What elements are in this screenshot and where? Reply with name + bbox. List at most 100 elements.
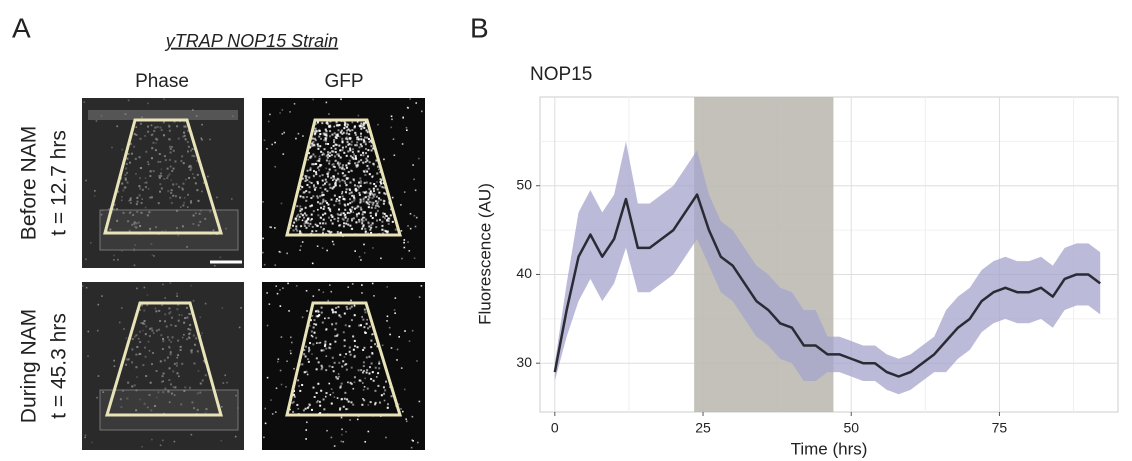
- speckle: [222, 382, 225, 384]
- speckle: [173, 394, 176, 396]
- speckle: [113, 259, 115, 261]
- speckle: [361, 227, 364, 230]
- speckle: [287, 282, 289, 285]
- speckle: [296, 403, 299, 406]
- speckle: [159, 360, 162, 363]
- speckle: [146, 303, 149, 306]
- speckle: [339, 213, 342, 216]
- speckle: [149, 196, 152, 199]
- speckle: [143, 322, 146, 325]
- speckle: [353, 314, 356, 317]
- speckle: [323, 139, 326, 142]
- speckle: [347, 128, 350, 131]
- speckle: [370, 226, 373, 229]
- speckle: [187, 193, 190, 196]
- speckle: [374, 389, 377, 392]
- speckle: [379, 178, 382, 181]
- speckle: [386, 406, 389, 409]
- speckle: [341, 192, 343, 195]
- speckle: [124, 113, 127, 115]
- speckle: [314, 139, 317, 142]
- speckle: [288, 310, 290, 312]
- speckle: [163, 98, 165, 100]
- speckle: [311, 353, 313, 355]
- speckle: [364, 191, 367, 194]
- speckle: [169, 383, 172, 386]
- speckle: [188, 332, 191, 335]
- speckle: [121, 250, 123, 252]
- speckle: [196, 408, 199, 411]
- speckle: [268, 303, 271, 305]
- speckle: [188, 177, 191, 180]
- speckle: [363, 326, 366, 329]
- speckle: [315, 171, 318, 174]
- speckle: [129, 161, 132, 164]
- speckle: [324, 200, 327, 203]
- speckle: [381, 224, 384, 227]
- speckle: [362, 161, 365, 164]
- speckle: [345, 430, 347, 433]
- speckle: [234, 435, 237, 438]
- speckle: [186, 338, 189, 341]
- speckle: [348, 346, 351, 349]
- speckle: [363, 122, 366, 125]
- speckle: [174, 386, 177, 389]
- speckle: [278, 250, 281, 253]
- speckle: [322, 291, 325, 294]
- speckle: [390, 347, 393, 349]
- speckle: [328, 382, 331, 385]
- speckle: [375, 226, 378, 229]
- speckle: [334, 182, 337, 185]
- speckle: [319, 341, 322, 344]
- speckle: [370, 211, 373, 214]
- speckle: [289, 336, 292, 339]
- speckle: [169, 351, 172, 354]
- speckle: [330, 402, 333, 405]
- speckle: [182, 182, 185, 185]
- speckle: [296, 215, 299, 218]
- speckle: [322, 227, 325, 230]
- speckle: [361, 213, 364, 216]
- speckle: [321, 194, 324, 197]
- speckle: [312, 343, 315, 346]
- speckle: [163, 359, 166, 362]
- speckle: [135, 222, 138, 225]
- speckle: [316, 224, 319, 227]
- speckle: [331, 133, 334, 136]
- speckle: [169, 138, 172, 141]
- speckle: [275, 387, 278, 390]
- speckle: [349, 147, 352, 150]
- speckle: [162, 283, 164, 286]
- speckle: [348, 133, 351, 136]
- speckle: [133, 384, 136, 387]
- speckle: [124, 177, 127, 180]
- speckle: [298, 385, 300, 387]
- speckle: [394, 228, 397, 231]
- speckle: [262, 201, 264, 203]
- speckle: [352, 211, 355, 214]
- speckle: [151, 147, 154, 150]
- speckle: [328, 113, 330, 115]
- speckle: [301, 241, 304, 243]
- speckle: [145, 375, 148, 378]
- speckle: [311, 142, 314, 145]
- speckle: [308, 186, 311, 189]
- speckle: [370, 378, 373, 381]
- speckle: [307, 152, 310, 155]
- speckle: [323, 345, 326, 348]
- speckle: [332, 179, 334, 181]
- speckle: [405, 420, 408, 423]
- speckle: [317, 361, 320, 364]
- speckle: [177, 303, 180, 306]
- speckle: [121, 182, 124, 185]
- speckle: [338, 124, 341, 127]
- speckle: [371, 222, 374, 225]
- speckle: [355, 213, 358, 216]
- speckle: [363, 251, 366, 254]
- speckle: [162, 134, 165, 137]
- speckle: [363, 181, 366, 184]
- speckle: [385, 214, 388, 217]
- row-label: During NAM: [18, 309, 41, 423]
- speckle: [144, 177, 147, 179]
- speckle: [338, 180, 341, 183]
